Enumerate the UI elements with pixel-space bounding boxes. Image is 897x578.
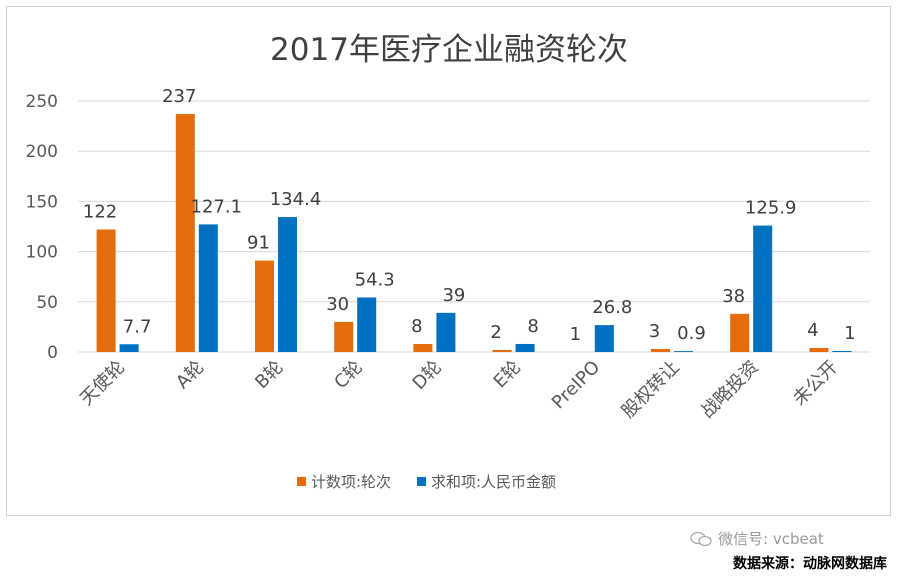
wechat-icon xyxy=(690,531,712,546)
data-label-amount: 125.9 xyxy=(745,198,797,219)
x-tick-label: 战略投资 xyxy=(697,357,763,423)
data-label-amount: 1 xyxy=(844,323,855,344)
data-label-amount: 0.9 xyxy=(677,323,706,344)
x-tick-label: D轮 xyxy=(409,357,446,394)
chart: 2017年医疗企业融资轮次 0 50 100 150 200 250 122 7.7 天使轮 237… xyxy=(26,32,870,491)
bar-amount xyxy=(119,344,139,352)
data-label-amount: 134.4 xyxy=(270,189,322,210)
bar-amount xyxy=(436,312,456,352)
data-label-amount: 26.8 xyxy=(592,297,632,318)
x-tick-label: PreIPO xyxy=(548,357,605,414)
data-label-count: 2 xyxy=(490,322,501,343)
legend-label-count: 计数项:轮次 xyxy=(311,473,391,491)
chart-title: 2017年医疗企业融资轮次 xyxy=(270,32,628,68)
data-label-amount: 8 xyxy=(527,316,538,337)
x-tick-label: 未公开 xyxy=(789,357,842,410)
bar-count xyxy=(730,313,750,352)
y-tick-label: 50 xyxy=(36,293,58,313)
legend-swatch-amount xyxy=(417,477,426,486)
y-tick-label: 250 xyxy=(26,92,58,112)
wechat-label: 微信号: vcbeat xyxy=(718,530,824,548)
x-tick-label: E轮 xyxy=(490,357,526,393)
legend-label-amount: 求和项:人民币金额 xyxy=(431,473,556,491)
data-source: 数据来源：动脉网数据库 xyxy=(733,556,887,572)
data-label-count: 3 xyxy=(649,321,660,342)
bar-amount xyxy=(357,297,377,352)
x-tick-label: C轮 xyxy=(330,357,366,393)
data-label-count: 91 xyxy=(247,233,270,254)
y-tick-label: 100 xyxy=(26,243,58,263)
data-label-count: 237 xyxy=(162,86,196,107)
bar-count xyxy=(413,343,433,352)
data-label-count: 30 xyxy=(326,294,349,315)
bar-amount xyxy=(515,343,535,352)
data-label-amount: 54.3 xyxy=(355,269,395,290)
y-tick-label: 200 xyxy=(26,142,58,162)
data-label-count: 8 xyxy=(411,316,422,337)
data-label-amount: 127.1 xyxy=(191,196,243,217)
bar-amount xyxy=(753,225,773,352)
wechat-watermark: 微信号: vcbeat xyxy=(690,528,824,549)
bar-count xyxy=(175,114,195,352)
data-label-count: 1 xyxy=(570,324,581,345)
bar-amount xyxy=(278,217,297,352)
bar-count xyxy=(651,348,670,352)
chart-frame xyxy=(6,6,891,516)
bar-count xyxy=(96,229,116,352)
bar-count xyxy=(492,349,512,352)
x-tick-label: 天使轮 xyxy=(76,357,129,410)
y-tick-label: 150 xyxy=(26,192,58,212)
x-tick-label: 股权转让 xyxy=(618,357,684,423)
bar-amount xyxy=(198,224,218,352)
bar-count xyxy=(255,260,274,352)
bar-amount xyxy=(594,325,614,352)
bar-count xyxy=(334,321,354,352)
data-label-count: 4 xyxy=(807,320,818,341)
data-label-amount: 7.7 xyxy=(123,316,152,337)
x-tick-label: B轮 xyxy=(251,357,287,393)
data-label-count: 38 xyxy=(722,286,745,307)
y-tick-label: 0 xyxy=(47,343,58,363)
bar-amount xyxy=(832,350,852,352)
bar-count xyxy=(809,347,829,352)
legend-swatch-count xyxy=(297,477,306,486)
data-label-count: 122 xyxy=(83,202,117,223)
data-label-amount: 39 xyxy=(442,285,465,306)
bar-amount xyxy=(674,351,693,352)
x-tick-label: A轮 xyxy=(172,357,208,393)
